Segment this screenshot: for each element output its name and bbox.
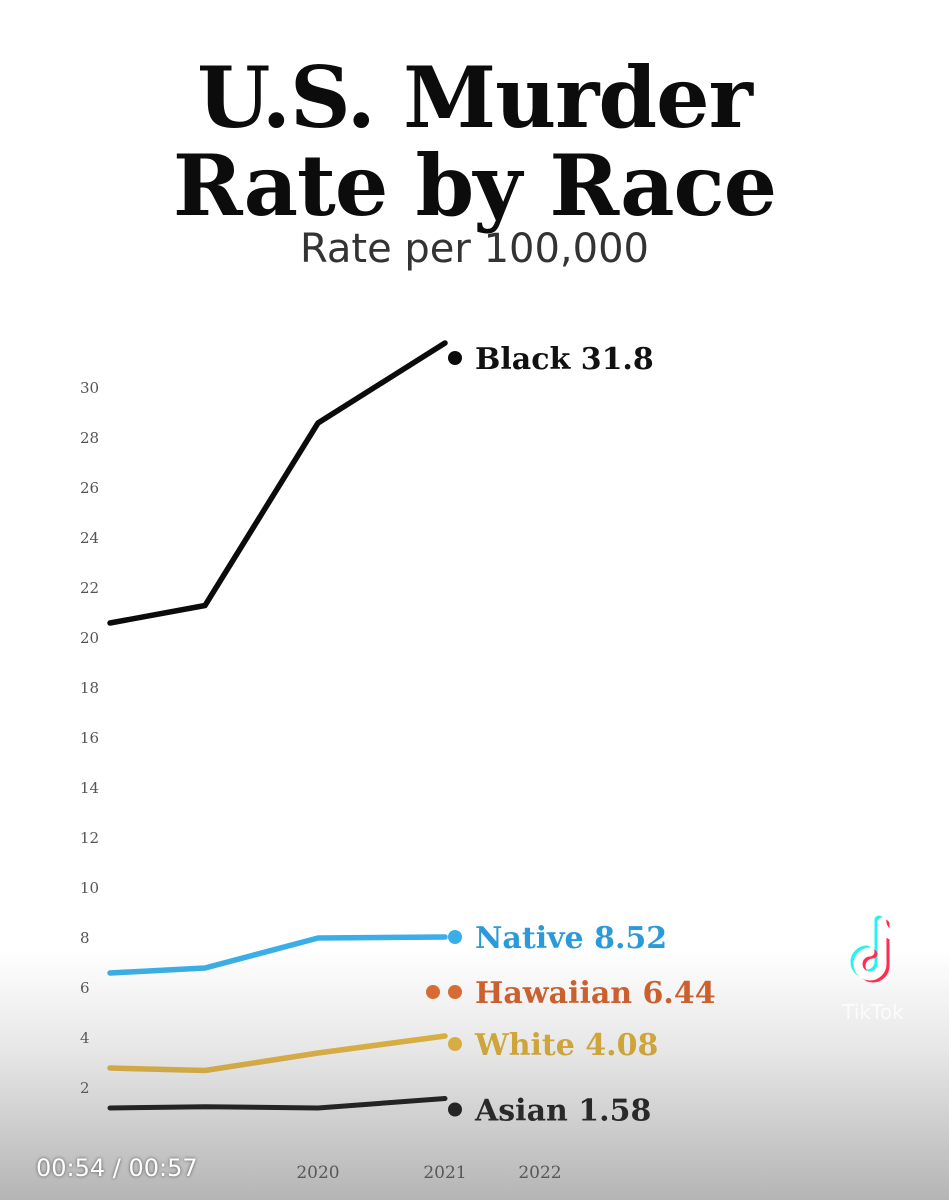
series-marker-hawaiian-start: [426, 985, 440, 999]
y-tick-label-22: 22: [80, 579, 99, 597]
chart-subtitle: Rate per 100,000: [299, 226, 649, 272]
y-tick-label-18: 18: [80, 679, 99, 697]
series-label-hawaiian: Hawaiian 6.44: [475, 976, 716, 1011]
series-marker-asian: [448, 1102, 462, 1117]
tiktok-logo-icon: [850, 915, 903, 983]
x-tick-label-2021: 2021: [423, 1163, 466, 1183]
y-tick-label-4: 4: [80, 1029, 90, 1047]
y-tick-label-2: 2: [80, 1079, 90, 1097]
series-line-white: [107, 1033, 448, 1074]
series-label-asian: Asian 1.58: [474, 1094, 651, 1129]
video-timestamp[interactable]: 00:54 / 00:57: [36, 1154, 198, 1182]
y-tick-label-16: 16: [80, 729, 99, 747]
y-tick-label-10: 10: [80, 879, 99, 897]
y-tick-label-24: 24: [80, 529, 99, 547]
series-marker-native: [448, 930, 462, 944]
x-tick-label-2022: 2022: [518, 1163, 561, 1183]
series-marker-hawaiian: [448, 985, 462, 999]
series-line-black: [107, 340, 448, 626]
y-tick-label-30: 30: [80, 379, 99, 397]
chart-title-line2: Rate by Race: [172, 136, 777, 235]
tiktok-watermark-label: TikTok: [842, 1000, 904, 1024]
y-tick-label-6: 6: [80, 979, 90, 997]
series-marker-black: [448, 351, 462, 365]
series-label-native: Native 8.52: [475, 921, 667, 956]
series-line-native: [107, 934, 448, 976]
y-tick-label-12: 12: [80, 829, 99, 847]
y-tick-label-26: 26: [80, 479, 99, 497]
series-label-black: Black 31.8: [475, 342, 654, 377]
series-marker-white: [448, 1037, 462, 1051]
series-label-white: White 4.08: [474, 1028, 658, 1063]
y-tick-label-20: 20: [80, 629, 99, 647]
y-tick-label-14: 14: [80, 779, 99, 797]
x-tick-label-2020: 2020: [296, 1163, 339, 1183]
y-tick-label-28: 28: [80, 429, 99, 447]
chart-title-line1: U.S. Murder: [197, 48, 753, 147]
y-tick-label-8: 8: [80, 929, 90, 947]
series-line-asian: [107, 1096, 448, 1111]
